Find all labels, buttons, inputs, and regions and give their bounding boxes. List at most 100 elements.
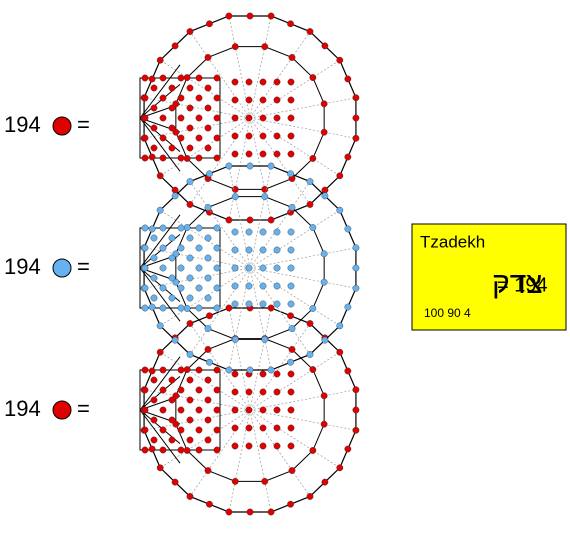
vertex-dot <box>213 406 221 414</box>
vertex-dot <box>213 74 221 82</box>
vertex-dot <box>245 96 253 104</box>
vertex-dot <box>287 228 295 236</box>
vertex-dot <box>273 282 281 290</box>
vertex-dot <box>213 284 221 292</box>
vertex-dot <box>186 201 194 208</box>
vertex-dot <box>195 264 203 272</box>
vertex-dot <box>204 467 212 474</box>
vertex-dot <box>204 254 212 262</box>
vertex-dot <box>287 150 295 158</box>
vertex-dot <box>259 246 267 254</box>
vertex-dot <box>245 228 253 236</box>
vertex-dot <box>261 336 269 343</box>
guide-line <box>228 267 251 371</box>
vertex-dot <box>141 304 149 312</box>
vertex-dot <box>213 366 221 374</box>
guide-line <box>228 165 251 269</box>
vertex-dot <box>186 234 194 242</box>
vertex-dot <box>204 274 212 282</box>
vertex-dot <box>288 346 296 353</box>
vertex-dot <box>186 104 194 112</box>
vertex-dot <box>261 478 269 485</box>
vertex-dot <box>287 300 295 308</box>
vertex-dot <box>177 304 185 312</box>
vertex-dot <box>321 192 329 200</box>
vertex-dot <box>213 114 221 122</box>
vertex-dot <box>288 467 296 474</box>
vertex-dot <box>177 446 185 454</box>
vertex-dot <box>186 144 194 152</box>
vertex-dot <box>141 426 149 434</box>
vertex-dot <box>204 396 212 404</box>
vertex-dot <box>287 312 294 320</box>
vertex-dot <box>168 124 176 132</box>
vertex-dot <box>245 78 253 86</box>
vertex-dot <box>141 94 149 102</box>
vertex-dot <box>177 154 185 162</box>
vertex-dot <box>186 320 194 327</box>
vertex-dot <box>306 320 314 327</box>
vertex-dot <box>352 406 360 414</box>
guide-line <box>189 267 251 355</box>
vertex-dot <box>150 436 158 444</box>
vertex-dot <box>336 172 344 180</box>
vertex-dot <box>141 74 149 82</box>
vertex-dot <box>150 254 158 262</box>
vertex-dot <box>186 274 194 282</box>
vertex-dot <box>195 284 203 292</box>
vertex-dot <box>213 426 221 434</box>
vertex-dot <box>156 322 164 330</box>
vertex-dot <box>159 154 167 162</box>
vertex-dot <box>231 282 239 290</box>
vertex-dot <box>168 104 176 112</box>
vertex-dot <box>231 424 239 432</box>
fan-line <box>139 117 181 172</box>
vertex-dot <box>195 386 203 394</box>
vertex-dot <box>186 28 194 35</box>
guide-line <box>189 181 251 269</box>
vertex-dot <box>288 54 296 61</box>
vertex-dot <box>195 446 203 454</box>
vertex-dot <box>259 424 267 432</box>
vertex-dot <box>204 234 212 242</box>
guide-line <box>249 351 340 411</box>
vertex-dot <box>168 254 176 262</box>
vertex-dot <box>186 178 194 185</box>
vertex-dot <box>245 300 253 308</box>
vertex-dot <box>245 442 253 450</box>
vertex-dot <box>186 376 194 384</box>
guide-line <box>249 267 356 289</box>
vertex-dot <box>141 154 149 162</box>
polytope-figure <box>139 12 360 516</box>
guide-line <box>228 307 251 411</box>
vertex-dot <box>273 96 281 104</box>
vertex-dot <box>306 493 314 500</box>
vertex-dot <box>245 150 253 158</box>
vertex-dot <box>177 74 185 82</box>
vertex-dot <box>225 162 233 170</box>
vertex-dot <box>195 134 203 142</box>
guide-line <box>249 209 340 269</box>
vertex-dot <box>186 436 194 444</box>
vertex-dot <box>159 74 167 82</box>
vertex-dot <box>321 42 329 50</box>
vertex-dot <box>267 162 275 170</box>
vertex-dot <box>159 114 167 122</box>
guide-line <box>189 409 251 497</box>
vertex-dot <box>159 386 167 394</box>
vertex-dot <box>344 445 352 453</box>
vertex-dot <box>273 424 281 432</box>
vertex-dot <box>177 386 185 394</box>
vertex-dot <box>231 336 239 343</box>
vertex-dot <box>309 305 317 312</box>
vertex-dot <box>245 132 253 140</box>
vertex-dot <box>352 264 360 272</box>
vertex-dot <box>231 193 239 200</box>
vertex-dot <box>273 370 281 378</box>
vertex-dot <box>259 228 267 236</box>
vertex-dot <box>213 94 221 102</box>
vertex-dot <box>204 124 212 132</box>
vertex-dot <box>309 155 317 162</box>
vertex-dot <box>172 392 180 400</box>
vertex-dot <box>273 300 281 308</box>
